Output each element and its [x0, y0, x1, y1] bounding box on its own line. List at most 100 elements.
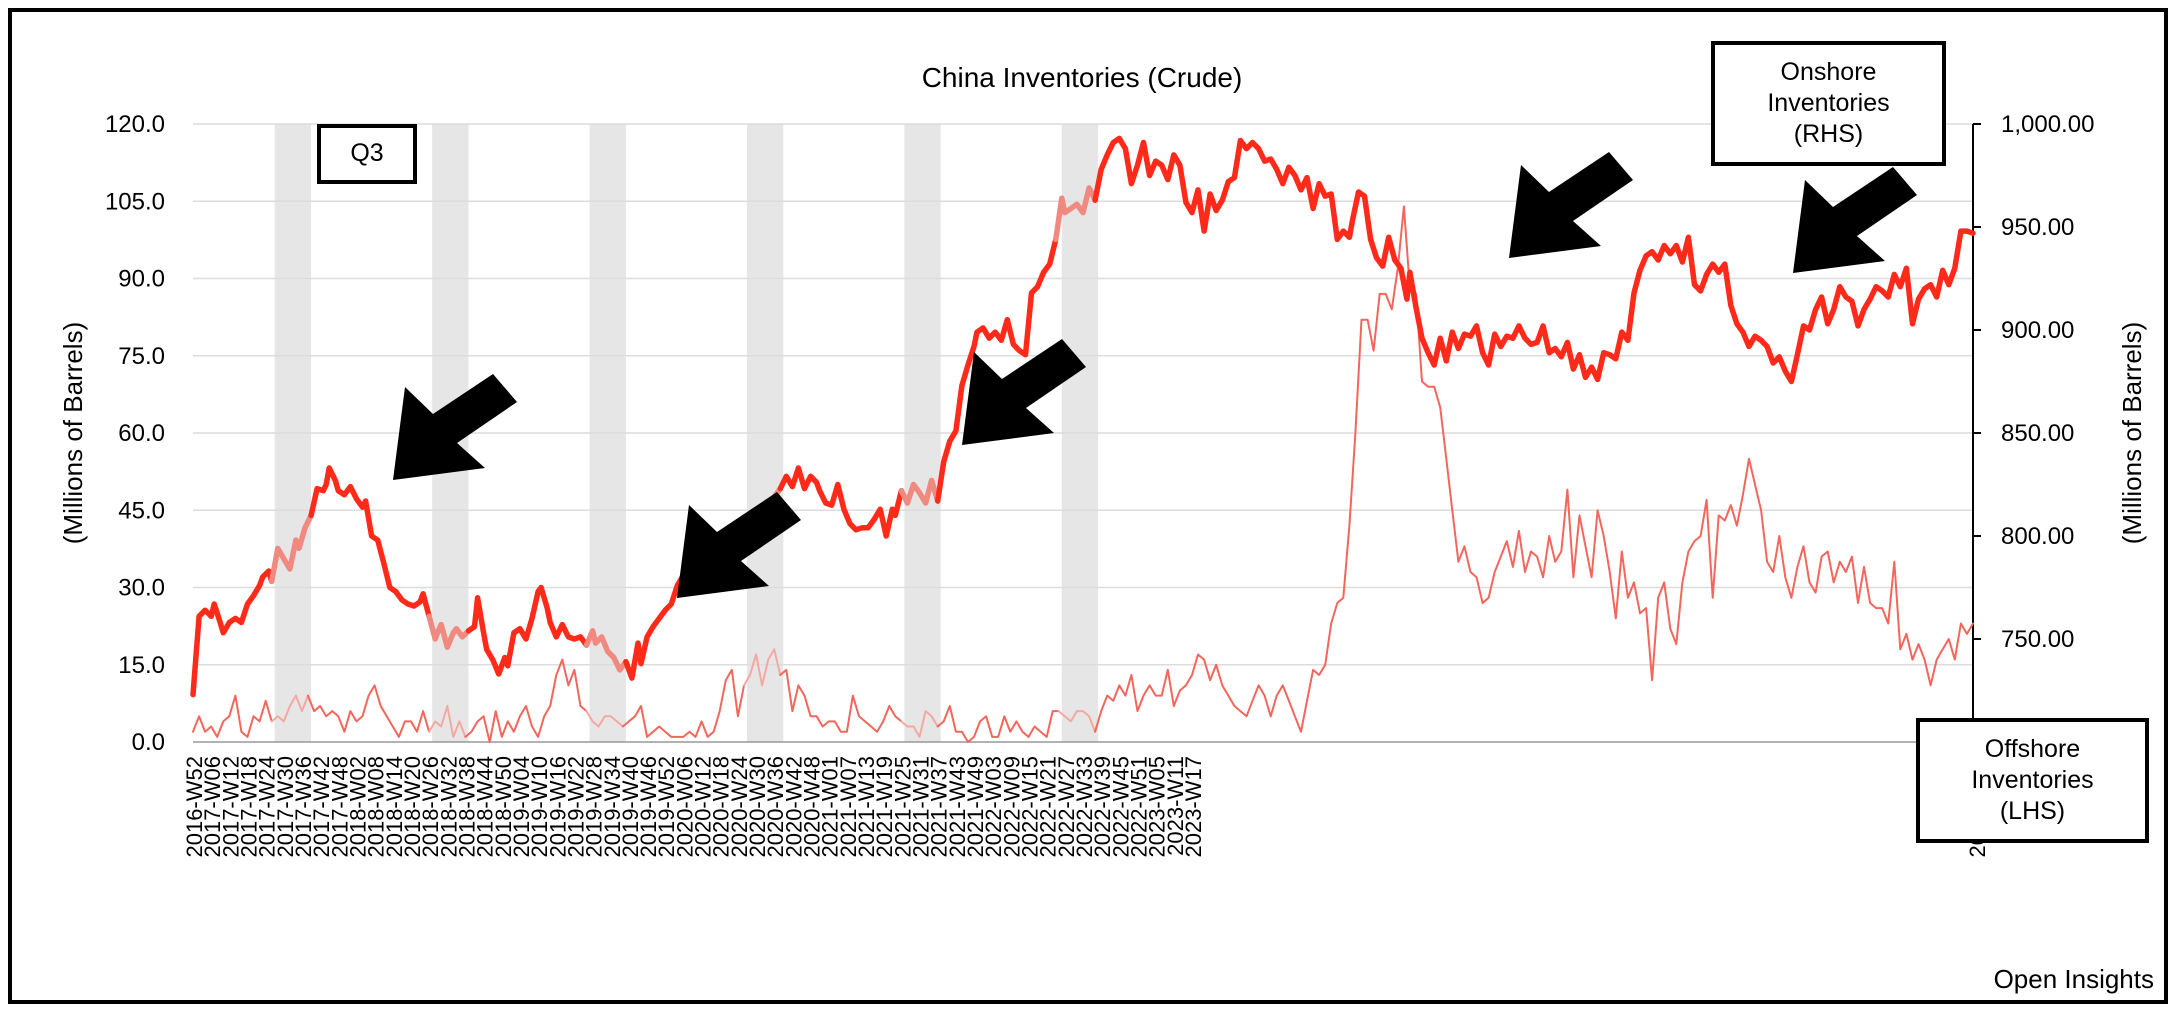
x-tick-label: 2020-W06	[672, 756, 697, 858]
left-axis-label: (Millions of Barrels)	[58, 322, 88, 545]
x-tick-label: 2021-W13	[854, 756, 879, 858]
chart-title: China Inventories (Crude)	[922, 62, 1243, 93]
onshore-line-segment	[1092, 135, 1976, 385]
onshore-line-q3-segment	[583, 628, 629, 673]
right-tick-label: 900.00	[2001, 317, 2074, 344]
x-tick-label: 2022-W15	[1018, 756, 1043, 858]
x-tick-label: 2021-W37	[927, 756, 952, 858]
x-tick-label: 2021-W07	[836, 756, 861, 858]
x-tick-label: 2016-W52	[182, 756, 207, 858]
x-tick-label: 2022-W27	[1054, 756, 1079, 858]
arrow-4	[1509, 152, 1633, 258]
x-tick-label: 2019-W46	[636, 756, 661, 858]
x-tick-label: 2019-W40	[618, 756, 643, 858]
chart-frame	[8, 8, 2168, 1004]
x-tick-label: 2020-W36	[763, 756, 788, 858]
left-tick-label: 75.0	[118, 343, 165, 370]
x-tick-label: 2017-W42	[309, 756, 334, 858]
offshore-line-q3-segment	[900, 710, 939, 738]
offshore-line-segment	[779, 668, 903, 733]
offshore-line-segment	[464, 658, 588, 743]
x-tick-label: 2020-W48	[800, 756, 825, 858]
left-tick-label: 0.0	[132, 729, 165, 756]
offshore-callout-text: Offshore Inventories (LHS)	[1971, 734, 2094, 826]
x-tick-label: 2023-W17	[1181, 756, 1206, 858]
arrow-1	[393, 374, 517, 480]
onshore-line-segment	[465, 584, 590, 677]
source-label: Open Insights	[1993, 964, 2154, 994]
offshore-line-q3-segment	[585, 710, 624, 728]
right-tick-label: 950.00	[2001, 214, 2074, 241]
right-axis-label: (Millions of Barrels)	[2117, 322, 2147, 545]
left-tick-label: 60.0	[118, 420, 165, 447]
left-tick-label: 15.0	[118, 652, 165, 679]
right-axis-ticks: 750.00 800.00 850.00 900.00 950.00 1,000.00	[1973, 111, 2094, 653]
offshore-line-q3-segment	[270, 694, 309, 723]
x-tick-label: 2021-W19	[872, 756, 897, 858]
x-tick-label: 2023-W11	[1163, 756, 1188, 856]
x-tick-label: 2021-W43	[945, 756, 970, 858]
x-tick-label: 2018-W08	[364, 756, 389, 858]
offshore-line-segment	[936, 705, 1060, 743]
x-tick-label: 2017-W12	[218, 756, 243, 858]
left-axis-ticks: 0.0 15.0 30.0 45.0 60.0 75.0 90.0 105.0 120.0	[105, 111, 165, 756]
left-tick-label: 90.0	[118, 266, 165, 293]
x-tick-label: 2018-W50	[491, 756, 516, 858]
onshore-line-q3-segment	[268, 512, 314, 585]
onshore-callout: Onshore Inventories (RHS)	[1711, 41, 1946, 166]
x-tick-label: 2022-W45	[1108, 756, 1133, 858]
left-tick-label: 45.0	[118, 497, 165, 524]
x-tick-label: 2019-W22	[563, 756, 588, 858]
x-tick-label: 2022-W39	[1090, 756, 1115, 858]
annotation-arrows	[393, 152, 1917, 598]
x-tick-label: 2018-W02	[345, 756, 370, 858]
x-tick-label: 2022-W09	[999, 756, 1024, 858]
arrow-2	[677, 492, 801, 598]
x-tick-label: 2019-W04	[509, 756, 534, 858]
left-tick-label: 120.0	[105, 111, 165, 138]
x-tick-label: 2021-W25	[890, 756, 915, 858]
x-axis-ticks: 2016-W522017-W062017-W122017-W182017-W24…	[182, 756, 1990, 858]
x-tick-label: 2023-W05	[1145, 756, 1170, 858]
right-tick-label: 850.00	[2001, 420, 2074, 447]
x-tick-label: 2018-W20	[400, 756, 425, 858]
x-tick-label: 2018-W44	[473, 756, 498, 858]
x-tick-label: 2017-W36	[291, 756, 316, 858]
x-tick-label: 2022-W33	[1072, 756, 1097, 858]
right-tick-label: 1,000.00	[2001, 111, 2094, 138]
x-tick-label: 2021-W01	[818, 756, 843, 858]
q3-callout: Q3	[317, 124, 417, 184]
x-tick-label: 2022-W51	[1126, 756, 1151, 858]
offshore-line-segment	[621, 668, 745, 738]
offshore-line-segment	[1094, 205, 1974, 733]
x-tick-label: 2020-W24	[727, 756, 752, 858]
arrow-5	[1793, 167, 1917, 273]
x-tick-label: 2020-W18	[709, 756, 734, 858]
onshore-line-q3-segment	[1053, 185, 1098, 243]
offshore-line-q3-segment	[1057, 710, 1097, 733]
onshore-line-q3-segment	[898, 477, 941, 506]
offshore-line-segment	[192, 694, 273, 738]
x-tick-label: 2019-W52	[654, 756, 679, 858]
x-tick-label: 2022-W03	[981, 756, 1006, 858]
offshore-line-q3-segment	[428, 705, 467, 738]
x-tick-label: 2020-W12	[691, 756, 716, 858]
q3-callout-text: Q3	[350, 139, 384, 168]
right-tick-label: 750.00	[2001, 626, 2074, 653]
onshore-line-segment	[190, 568, 275, 698]
onshore-callout-text: Onshore Inventories (RHS)	[1767, 57, 1890, 149]
onshore-line-q3-segment	[426, 613, 472, 650]
x-tick-label: 2018-W26	[418, 756, 443, 858]
x-tick-label: 2019-W10	[527, 756, 552, 858]
left-tick-label: 30.0	[118, 575, 165, 602]
right-tick-label: 800.00	[2001, 523, 2074, 550]
onshore-line-segment	[934, 236, 1059, 504]
x-tick-label: 2020-W42	[781, 756, 806, 858]
offshore-line-segment	[307, 684, 431, 738]
left-tick-label: 105.0	[105, 188, 165, 215]
x-tick-label: 2018-W14	[382, 756, 407, 858]
x-tick-label: 2019-W34	[600, 756, 625, 858]
x-tick-label: 2017-W18	[236, 756, 261, 858]
onshore-line-segment	[308, 465, 432, 620]
x-tick-label: 2019-W28	[582, 756, 607, 858]
